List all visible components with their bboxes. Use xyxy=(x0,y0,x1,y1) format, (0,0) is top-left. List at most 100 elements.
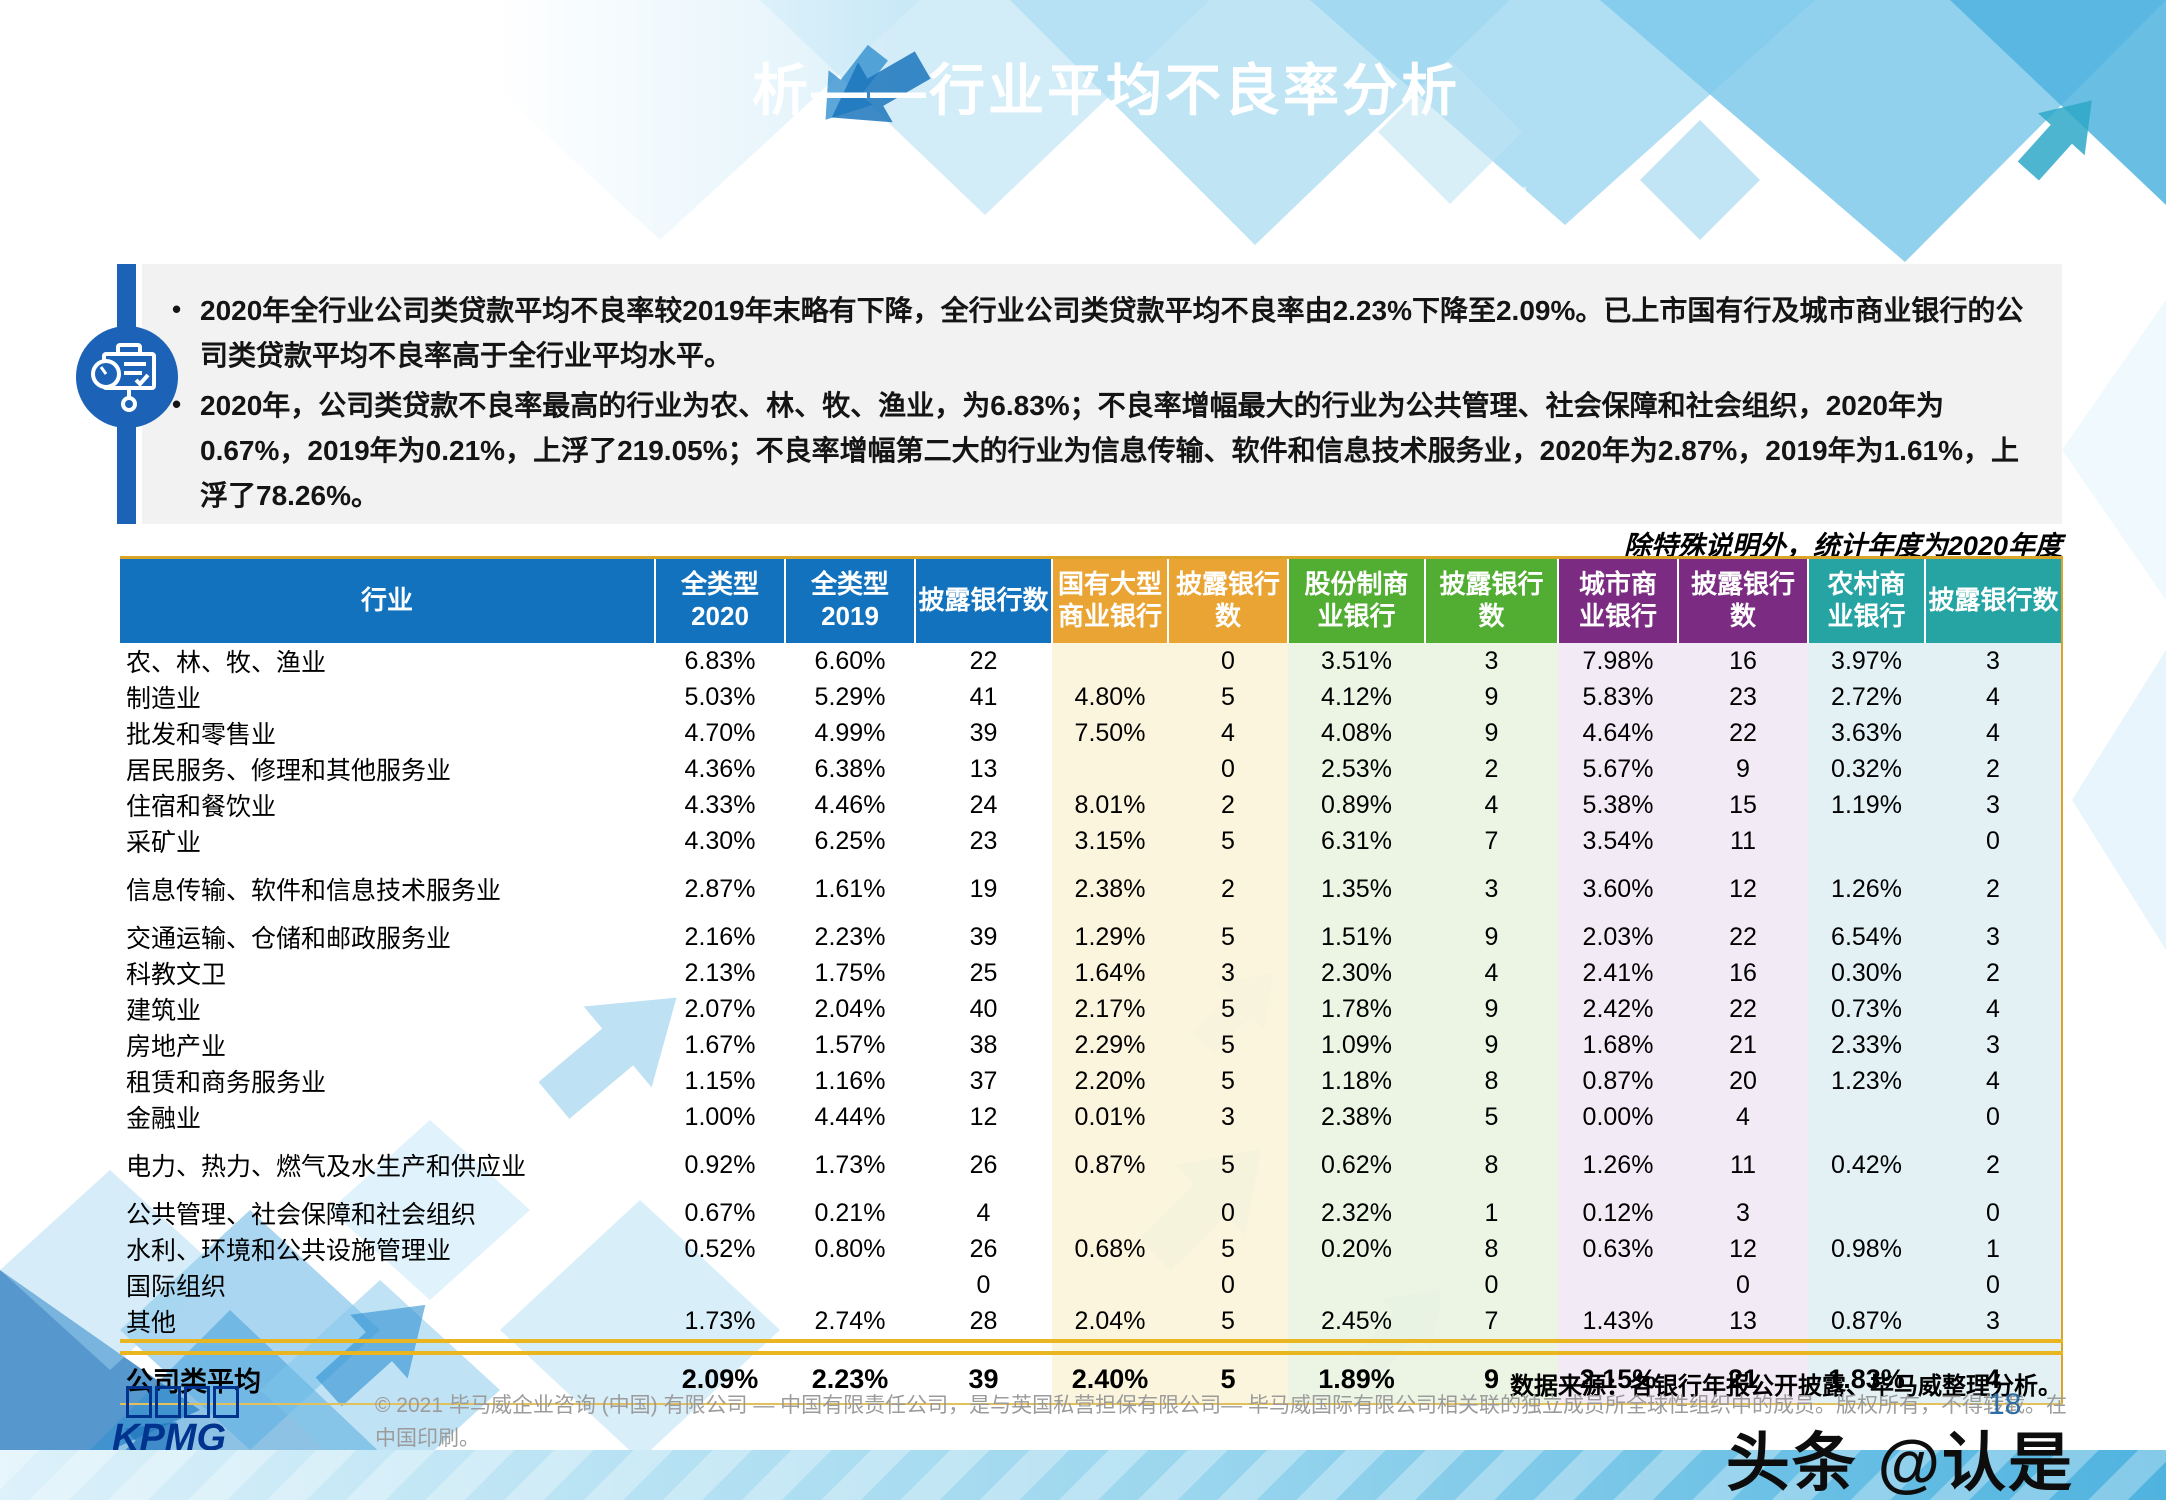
kpmg-logo-squares xyxy=(126,1386,272,1418)
industry-cell: 水利、环境和公共设施管理业 xyxy=(126,1237,452,1265)
value-cell: 2.09% xyxy=(681,1363,759,1394)
value-cell: 4 xyxy=(1925,1353,2062,1404)
value-cell: 0.89% xyxy=(1288,787,1425,823)
value-cell: 3 xyxy=(1925,1303,2062,1341)
value-cell: 5 xyxy=(1168,907,1288,955)
background-decoration-top xyxy=(0,0,2166,262)
value-cell: 2.15% xyxy=(1558,1353,1678,1404)
value-cell: 0 xyxy=(1925,1183,2062,1231)
separator-cell xyxy=(1925,1339,2062,1355)
value-cell: 0.80% xyxy=(814,1234,886,1263)
table-row: 批发和零售业 4.70% 4.99% 39 7.50% 4 4.08% 9 4.64% 22 3.6… xyxy=(120,715,2062,751)
value-cell: 2.74% xyxy=(814,1306,886,1335)
value-cell: 2.40% xyxy=(1052,1353,1168,1404)
column-header: 披露银行数 xyxy=(915,557,1053,643)
separator-cell xyxy=(1425,1339,1558,1355)
value-cell: 13 xyxy=(969,754,998,783)
value-cell: 5.38% xyxy=(1558,787,1678,823)
value-cell: 0.92% xyxy=(684,1150,756,1179)
table-row: 公司类平均 2.09% 2.23% 39 2.40% 5 1.89% 9 2.15% 21 1.83… xyxy=(120,1353,2062,1404)
value-cell: 0.63% xyxy=(1558,1231,1678,1267)
value-cell: 2 xyxy=(1925,955,2062,991)
value-cell: 1.83% xyxy=(1808,1353,1925,1404)
separator-cell xyxy=(1678,1339,1808,1355)
value-cell: 1.19% xyxy=(1808,787,1925,823)
column-header: 股份制商 业银行 xyxy=(1288,557,1426,643)
value-cell: 5 xyxy=(1168,1353,1288,1404)
value-cell xyxy=(1808,1267,1925,1303)
value-cell xyxy=(1052,643,1168,679)
table-row: 租赁和商务服务业 1.15% 1.16% 37 2.20% 5 1.18% 8 0.87% 20 1… xyxy=(120,1063,2062,1099)
value-cell: 9 xyxy=(1425,715,1558,751)
value-cell: 1.57% xyxy=(814,1030,886,1059)
value-cell: 41 xyxy=(969,682,998,711)
table-row: 住宿和餐饮业 4.33% 4.46% 24 8.01% 2 0.89% 4 5.38% 15 1.1… xyxy=(120,787,2062,823)
value-cell: 0 xyxy=(1925,1267,2062,1303)
value-cell: 4.64% xyxy=(1558,715,1678,751)
value-cell: 5 xyxy=(1168,1027,1288,1063)
table-row: 水利、环境和公共设施管理业 0.52% 0.80% 26 0.68% 5 0.20% 8 0.6… xyxy=(120,1231,2062,1267)
value-cell: 2 xyxy=(1925,751,2062,787)
value-cell: 22 xyxy=(1678,991,1808,1027)
table-row: 国际组织 0 0 0 0 0 xyxy=(120,1267,2062,1303)
value-cell: 2.72% xyxy=(1808,679,1925,715)
value-cell: 4.30% xyxy=(684,826,756,855)
value-cell: 9 xyxy=(1425,1027,1558,1063)
value-cell: 28 xyxy=(969,1306,998,1335)
value-cell: 4.08% xyxy=(1288,715,1425,751)
value-cell: 25 xyxy=(969,958,998,987)
value-cell: 5 xyxy=(1425,1099,1558,1135)
column-header: 行业 xyxy=(120,557,656,643)
npl-rate-table: 行业 全类型 2020 全类型 2019 披露银行数 国有大型 商业银行 披露银… xyxy=(120,556,2063,1405)
value-cell: 2.29% xyxy=(1052,1027,1168,1063)
value-cell: 8 xyxy=(1425,1135,1558,1183)
value-cell: 11 xyxy=(1678,823,1808,859)
value-cell: 6.31% xyxy=(1288,823,1425,859)
value-cell: 39 xyxy=(969,718,998,747)
value-cell: 4.70% xyxy=(684,718,756,747)
table-row: 农、林、牧、渔业 6.83% 6.60% 22 0 3.51% 3 7.98% 16 3.97% 3 xyxy=(120,643,2062,679)
bullet-item: 2020年，公司类贷款不良率最高的行业为农、林、牧、渔业，为6.83%；不良率增… xyxy=(168,383,2028,519)
industry-cell: 租赁和商务服务业 xyxy=(126,1069,327,1097)
value-cell: 2.38% xyxy=(1052,859,1168,907)
value-cell: 2.03% xyxy=(1558,907,1678,955)
value-cell: 8 xyxy=(1425,1231,1558,1267)
industry-cell: 居民服务、修理和其他服务业 xyxy=(126,757,452,785)
value-cell: 8.01% xyxy=(1052,787,1168,823)
value-cell: 0.21% xyxy=(814,1198,886,1227)
value-cell: 1.89% xyxy=(1288,1353,1425,1404)
value-cell: 2.87% xyxy=(684,874,756,903)
value-cell: 3 xyxy=(1168,955,1288,991)
column-header: 城市商 业银行 xyxy=(1558,557,1679,643)
column-header: 披露银行数 xyxy=(1925,557,2062,643)
industry-cell: 批发和零售业 xyxy=(126,721,277,749)
value-cell: 4.80% xyxy=(1052,679,1168,715)
table-header: 行业 全类型 2020 全类型 2019 披露银行数 国有大型 商业银行 披露银… xyxy=(120,557,2062,643)
value-cell: 0.98% xyxy=(1808,1231,1925,1267)
value-cell xyxy=(785,1267,915,1303)
value-cell: 4 xyxy=(1678,1099,1808,1135)
value-cell: 0.67% xyxy=(684,1198,756,1227)
value-cell: 7.50% xyxy=(1052,715,1168,751)
column-header: 农村商 业银行 xyxy=(1808,557,1926,643)
value-cell: 4 xyxy=(1425,787,1558,823)
value-cell: 22 xyxy=(1678,907,1808,955)
value-cell: 21 xyxy=(1678,1027,1808,1063)
value-cell: 3.63% xyxy=(1808,715,1925,751)
table-row: 交通运输、仓储和邮政服务业 2.16% 2.23% 39 1.29% 5 1.51% 9 2.0… xyxy=(120,907,2062,955)
value-cell: 0.87% xyxy=(1052,1135,1168,1183)
value-cell: 0.42% xyxy=(1808,1135,1925,1183)
value-cell: 1.15% xyxy=(684,1066,756,1095)
value-cell: 39 xyxy=(969,922,998,951)
value-cell: 3 xyxy=(1168,1099,1288,1135)
value-cell: 39 xyxy=(968,1363,999,1394)
value-cell: 11 xyxy=(1678,1135,1808,1183)
value-cell: 3 xyxy=(1925,1027,2062,1063)
column-header: 国有大型 商业银行 xyxy=(1052,557,1169,643)
value-cell: 3 xyxy=(1925,787,2062,823)
gold-separator-row xyxy=(120,1339,2062,1355)
value-cell xyxy=(1052,1267,1168,1303)
value-cell: 3 xyxy=(1425,643,1558,679)
value-cell: 0.01% xyxy=(1052,1099,1168,1135)
column-header: 披露银行数 xyxy=(1425,557,1559,643)
